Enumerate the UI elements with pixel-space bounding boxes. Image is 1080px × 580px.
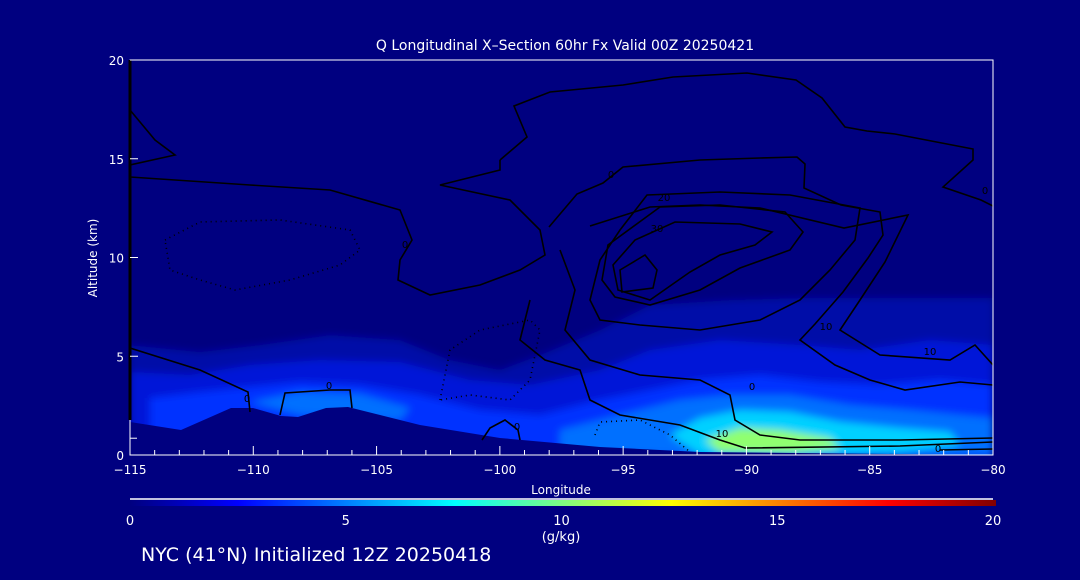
contour-line (130, 109, 177, 166)
x-axis-label: Longitude (531, 483, 591, 497)
contour-label: 0 (749, 382, 755, 393)
contour-line (481, 419, 521, 441)
x-tick-label: −80 (980, 463, 1005, 477)
x-tick-label: −90 (734, 463, 759, 477)
terrain (130, 407, 993, 455)
contour-line (939, 448, 993, 451)
colorbar-gradient (130, 500, 996, 506)
contour-line (130, 160, 546, 296)
contour-line (559, 249, 993, 441)
contour-line (601, 204, 805, 306)
contour-label: 0 (514, 422, 520, 433)
axes: −115 −110 −105 −100 −95 −90 −85 −80 0 5 10 15 20 (109, 54, 1006, 477)
colorbar-tick-label: 10 (553, 514, 570, 529)
contour-label: 30 (651, 224, 664, 235)
contour-label: 0 (402, 240, 408, 251)
x-tick-label: −110 (237, 463, 270, 477)
footer-init-info: NYC (41°N) Initialized 12Z 20250418 (141, 544, 491, 566)
y-tick-label: 10 (109, 252, 124, 266)
contour-label: 0 (935, 444, 941, 455)
x-tick-label: −100 (483, 463, 516, 477)
contour-line-dotted (164, 219, 362, 291)
plot-area (130, 72, 993, 455)
contour-label: 0 (982, 186, 988, 197)
contour-labels: 0 0 0 0 0 0 0 10 20 30 10 10 0 (244, 170, 988, 455)
contour-line (519, 299, 993, 449)
colorbar-tick-label: 5 (342, 514, 350, 529)
x-tick-label: −85 (857, 463, 882, 477)
colorbar-tick-label: 0 (126, 514, 134, 529)
contour-line (612, 221, 774, 301)
contours (130, 72, 993, 453)
contour-label: 0 (244, 394, 250, 405)
contour-line (548, 156, 993, 391)
y-axis-label: Altitude (km) (86, 219, 100, 298)
x-tick-label: −115 (114, 463, 147, 477)
contour-label: 10 (716, 429, 729, 440)
contour-label: 10 (820, 322, 833, 333)
contour-line (499, 72, 993, 207)
x-tick-label: −95 (610, 463, 635, 477)
contour-line (619, 253, 658, 293)
y-tick-label: 15 (109, 153, 124, 167)
contour-label: 0 (326, 381, 332, 392)
colorbar-label: (g/kg) (542, 530, 581, 545)
contour-line (130, 347, 251, 413)
contour-line (279, 389, 353, 416)
chart-title: Q Longitudinal X–Section 60hr Fx Valid 0… (376, 38, 754, 54)
y-tick-label: 0 (116, 449, 124, 463)
contour-line (589, 191, 861, 331)
colorbar: 0 5 10 15 20 (g/kg) (126, 498, 1002, 545)
contour-label: 0 (608, 170, 614, 181)
colorbar-tick-label: 20 (985, 514, 1002, 529)
colorbar-tick-label: 15 (769, 514, 786, 529)
y-tick-label: 5 (116, 350, 124, 364)
contour-label: 20 (658, 193, 671, 204)
x-tick-label: −105 (360, 463, 393, 477)
y-tick-label: 20 (109, 54, 124, 68)
contour-label: 10 (924, 347, 937, 358)
